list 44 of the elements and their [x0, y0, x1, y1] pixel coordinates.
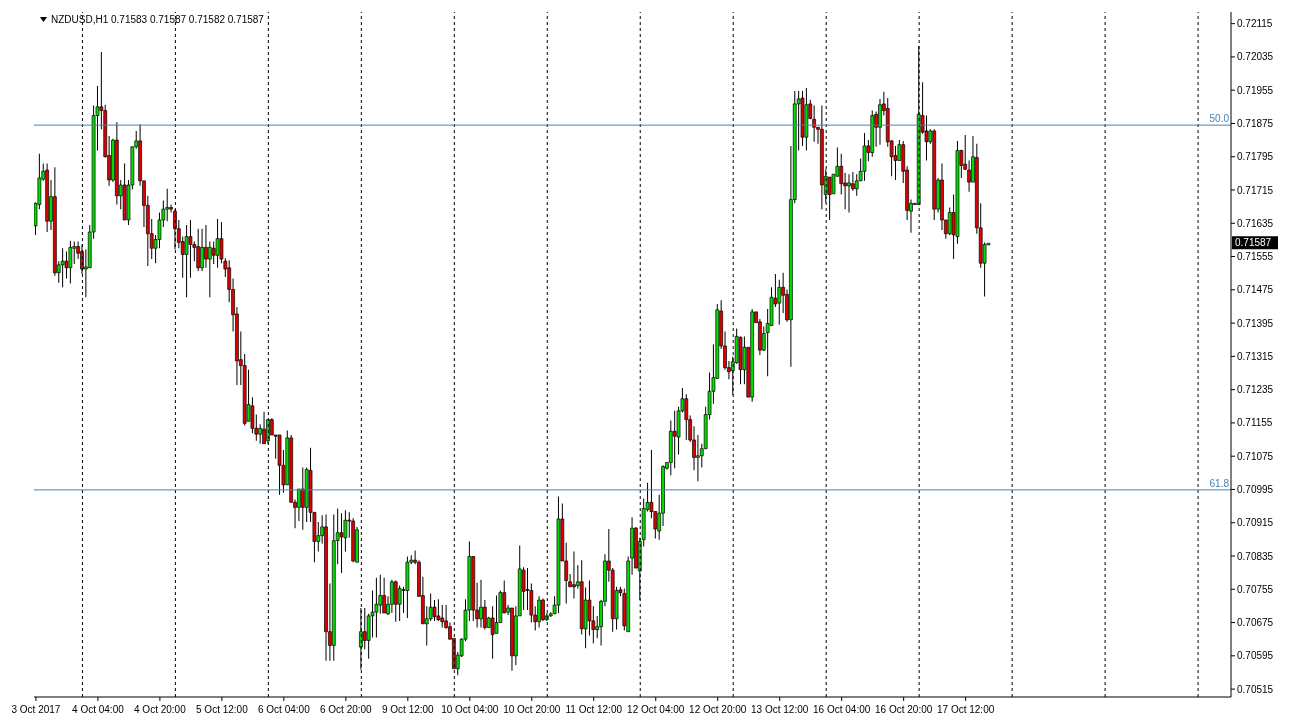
- y-tick-label: 0.71875: [1237, 118, 1274, 130]
- x-tick-label: 9 Oct 12:00: [381, 704, 435, 715]
- y-tick-label: 0.70835: [1237, 550, 1274, 562]
- y-tick-label: 0.71155: [1237, 417, 1273, 429]
- y-tick-label: 0.71235: [1237, 384, 1274, 396]
- annotation: 61.8: [1209, 477, 1230, 489]
- x-tick-label: 3 Oct 2017: [11, 704, 61, 715]
- y-tick-label: 0.72115: [1237, 18, 1273, 30]
- y-tick-label: 0.70515: [1237, 683, 1274, 695]
- chart-title: NZDUSD,H1 0.71583 0.71587 0.71582 0.71587: [51, 14, 264, 25]
- x-tick-label: 11 Oct 12:00: [565, 704, 623, 715]
- annotation: 50.0: [1209, 113, 1230, 125]
- candlestick: [696, 434, 700, 482]
- x-tick-label: 12 Oct 04:00: [627, 704, 685, 715]
- y-tick-label: 0.70675: [1237, 617, 1274, 629]
- candlestick: [572, 551, 576, 599]
- x-tick-label: 12 Oct 20:00: [689, 704, 747, 715]
- y-tick-label: 0.72035: [1237, 51, 1274, 63]
- text: 0.71587: [1235, 237, 1272, 249]
- y-tick-label: 0.71555: [1237, 251, 1274, 263]
- x-tick-label: 10 Oct 04:00: [441, 704, 499, 715]
- x-tick-label: 16 Oct 20:00: [875, 704, 933, 715]
- y-tick-label: 0.71395: [1237, 317, 1274, 329]
- x-tick-label: 17 Oct 12:00: [937, 704, 995, 715]
- x-tick-label: 4 Oct 04:00: [72, 704, 125, 715]
- x-tick-label: 13 Oct 12:00: [751, 704, 809, 715]
- y-tick-label: 0.70995: [1237, 484, 1274, 496]
- y-tick-label: 0.71475: [1237, 284, 1274, 296]
- x-tick-label: 6 Oct 20:00: [319, 704, 373, 715]
- y-tick-label: 0.71715: [1237, 184, 1274, 196]
- x-tick-label: 5 Oct 12:00: [196, 704, 249, 715]
- y-tick-label: 0.71955: [1237, 84, 1274, 96]
- candlestick: [339, 513, 344, 574]
- y-tick-label: 0.71315: [1237, 350, 1274, 362]
- y-tick-label: 0.70595: [1237, 650, 1274, 662]
- x-tick-label: 16 Oct 04:00: [813, 704, 871, 715]
- x-tick-label: 6 Oct 04:00: [258, 704, 311, 715]
- y-tick-label: 0.71795: [1237, 151, 1274, 163]
- y-tick-label: 0.70755: [1237, 583, 1274, 595]
- y-tick-label: 0.71075: [1237, 450, 1274, 462]
- x-tick-label: 4 Oct 20:00: [134, 704, 187, 715]
- y-tick-label: 0.70915: [1237, 517, 1274, 529]
- x-tick-label: 10 Oct 20:00: [503, 704, 561, 715]
- y-tick-label: 0.71635: [1237, 217, 1274, 229]
